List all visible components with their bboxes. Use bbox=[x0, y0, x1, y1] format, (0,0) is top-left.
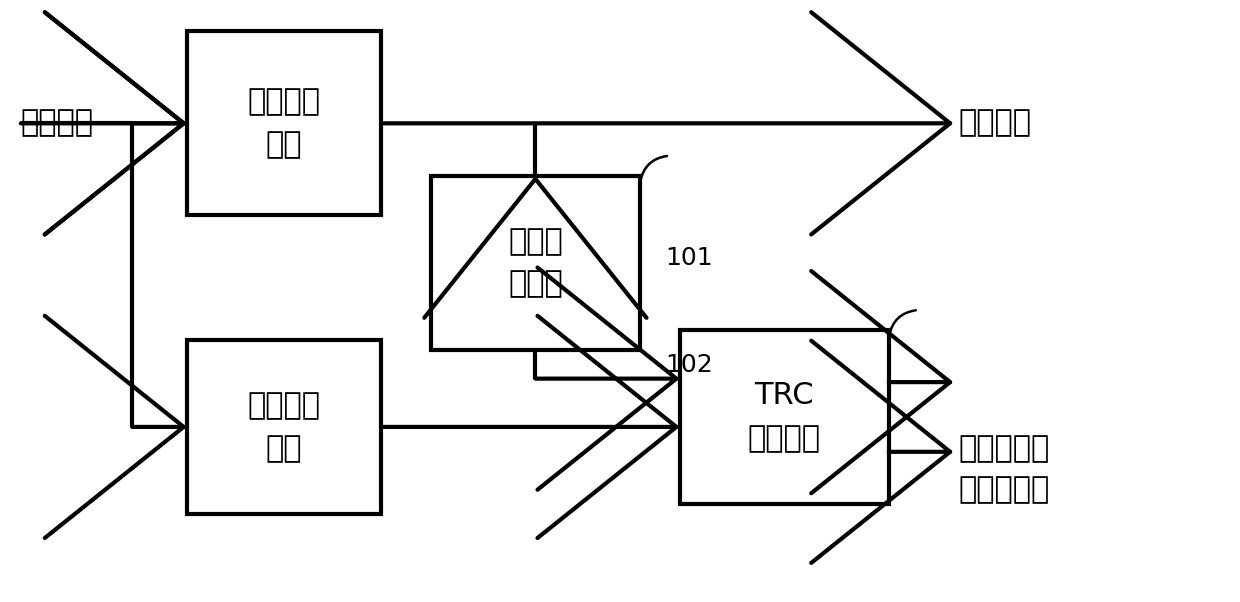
Bar bbox=[187, 31, 381, 216]
Text: 坐标输出: 坐标输出 bbox=[959, 108, 1032, 137]
Bar bbox=[430, 176, 640, 350]
Text: 101: 101 bbox=[665, 246, 713, 270]
Bar bbox=[187, 340, 381, 514]
Text: 基因存储
模块: 基因存储 模块 bbox=[248, 391, 321, 463]
Text: TRC
级联电路: TRC 级联电路 bbox=[748, 381, 821, 453]
Text: 地址产生模
块编码输出: 地址产生模 块编码输出 bbox=[959, 435, 1050, 504]
Text: 坐标输入: 坐标输入 bbox=[21, 108, 94, 137]
Text: 102: 102 bbox=[665, 353, 713, 377]
Bar bbox=[680, 330, 889, 504]
Text: 剩余码
校验器: 剩余码 校验器 bbox=[508, 227, 563, 299]
Text: 地址产生
模块: 地址产生 模块 bbox=[248, 87, 321, 159]
